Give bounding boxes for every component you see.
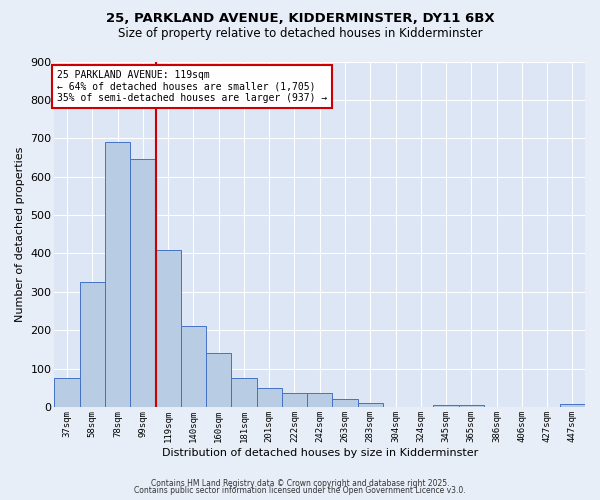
Bar bbox=[307, 394, 332, 407]
Bar bbox=[55, 378, 80, 407]
X-axis label: Distribution of detached houses by size in Kidderminster: Distribution of detached houses by size … bbox=[161, 448, 478, 458]
Bar bbox=[206, 353, 232, 407]
Bar bbox=[155, 250, 181, 407]
Text: Contains public sector information licensed under the Open Government Licence v3: Contains public sector information licen… bbox=[134, 486, 466, 495]
Bar bbox=[232, 378, 257, 407]
Bar bbox=[181, 326, 206, 407]
Bar bbox=[332, 399, 358, 407]
Bar bbox=[130, 160, 155, 407]
Bar bbox=[560, 404, 585, 407]
Text: Size of property relative to detached houses in Kidderminster: Size of property relative to detached ho… bbox=[118, 28, 482, 40]
Bar bbox=[80, 282, 105, 407]
Bar bbox=[105, 142, 130, 407]
Text: Contains HM Land Registry data © Crown copyright and database right 2025.: Contains HM Land Registry data © Crown c… bbox=[151, 478, 449, 488]
Bar bbox=[358, 403, 383, 407]
Bar bbox=[458, 405, 484, 407]
Bar bbox=[433, 405, 458, 407]
Y-axis label: Number of detached properties: Number of detached properties bbox=[15, 146, 25, 322]
Text: 25, PARKLAND AVENUE, KIDDERMINSTER, DY11 6BX: 25, PARKLAND AVENUE, KIDDERMINSTER, DY11… bbox=[106, 12, 494, 26]
Bar bbox=[282, 394, 307, 407]
Bar bbox=[257, 388, 282, 407]
Text: 25 PARKLAND AVENUE: 119sqm
← 64% of detached houses are smaller (1,705)
35% of s: 25 PARKLAND AVENUE: 119sqm ← 64% of deta… bbox=[57, 70, 328, 103]
